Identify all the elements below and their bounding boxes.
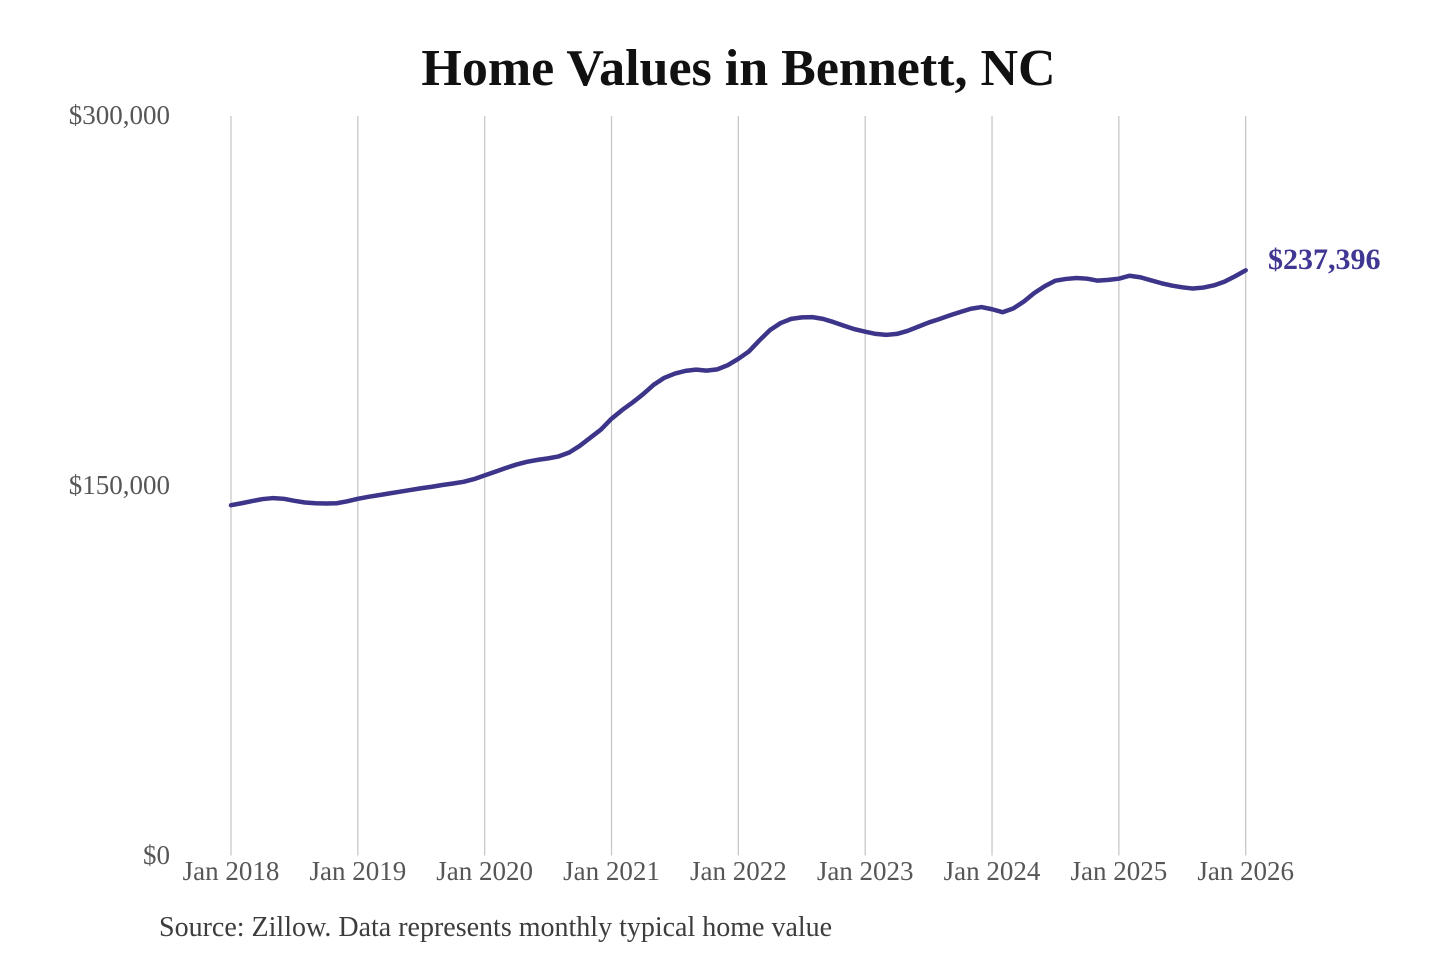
x-axis-tick-label-jan-2018: Jan 2018 — [182, 856, 280, 886]
chart-title: Home Values in Bennett, NC — [421, 40, 1056, 97]
x-axis-tick-label-jan-2025: Jan 2025 — [1070, 856, 1168, 886]
y-axis-tick-label-300000: $300,000 — [68, 100, 170, 131]
x-axis-tick-label-jan-2023: Jan 2023 — [816, 856, 914, 886]
x-axis-tick-label-jan-2024: Jan 2024 — [943, 856, 1041, 886]
x-axis-tick-label-jan-2020: Jan 2020 — [436, 856, 534, 886]
x-axis-tick-label-jan-2022: Jan 2022 — [689, 856, 787, 886]
x-axis-tick-label-jan-2019: Jan 2019 — [309, 856, 407, 886]
home-value-line-series — [228, 268, 1248, 508]
source-note: Source: Zillow. Data represents monthly … — [159, 912, 833, 943]
vertical-gridlines — [230, 116, 1247, 856]
latest-value-annotation: $237,396 — [1268, 243, 1381, 276]
x-axis-tick-label-jan-2021: Jan 2021 — [563, 856, 660, 886]
y-axis-tick-label-150000: $150,000 — [68, 470, 170, 501]
x-axis-tick-label-jan-2026: Jan 2026 — [1197, 856, 1295, 886]
y-axis-tick-label-0: $0 — [143, 839, 170, 870]
